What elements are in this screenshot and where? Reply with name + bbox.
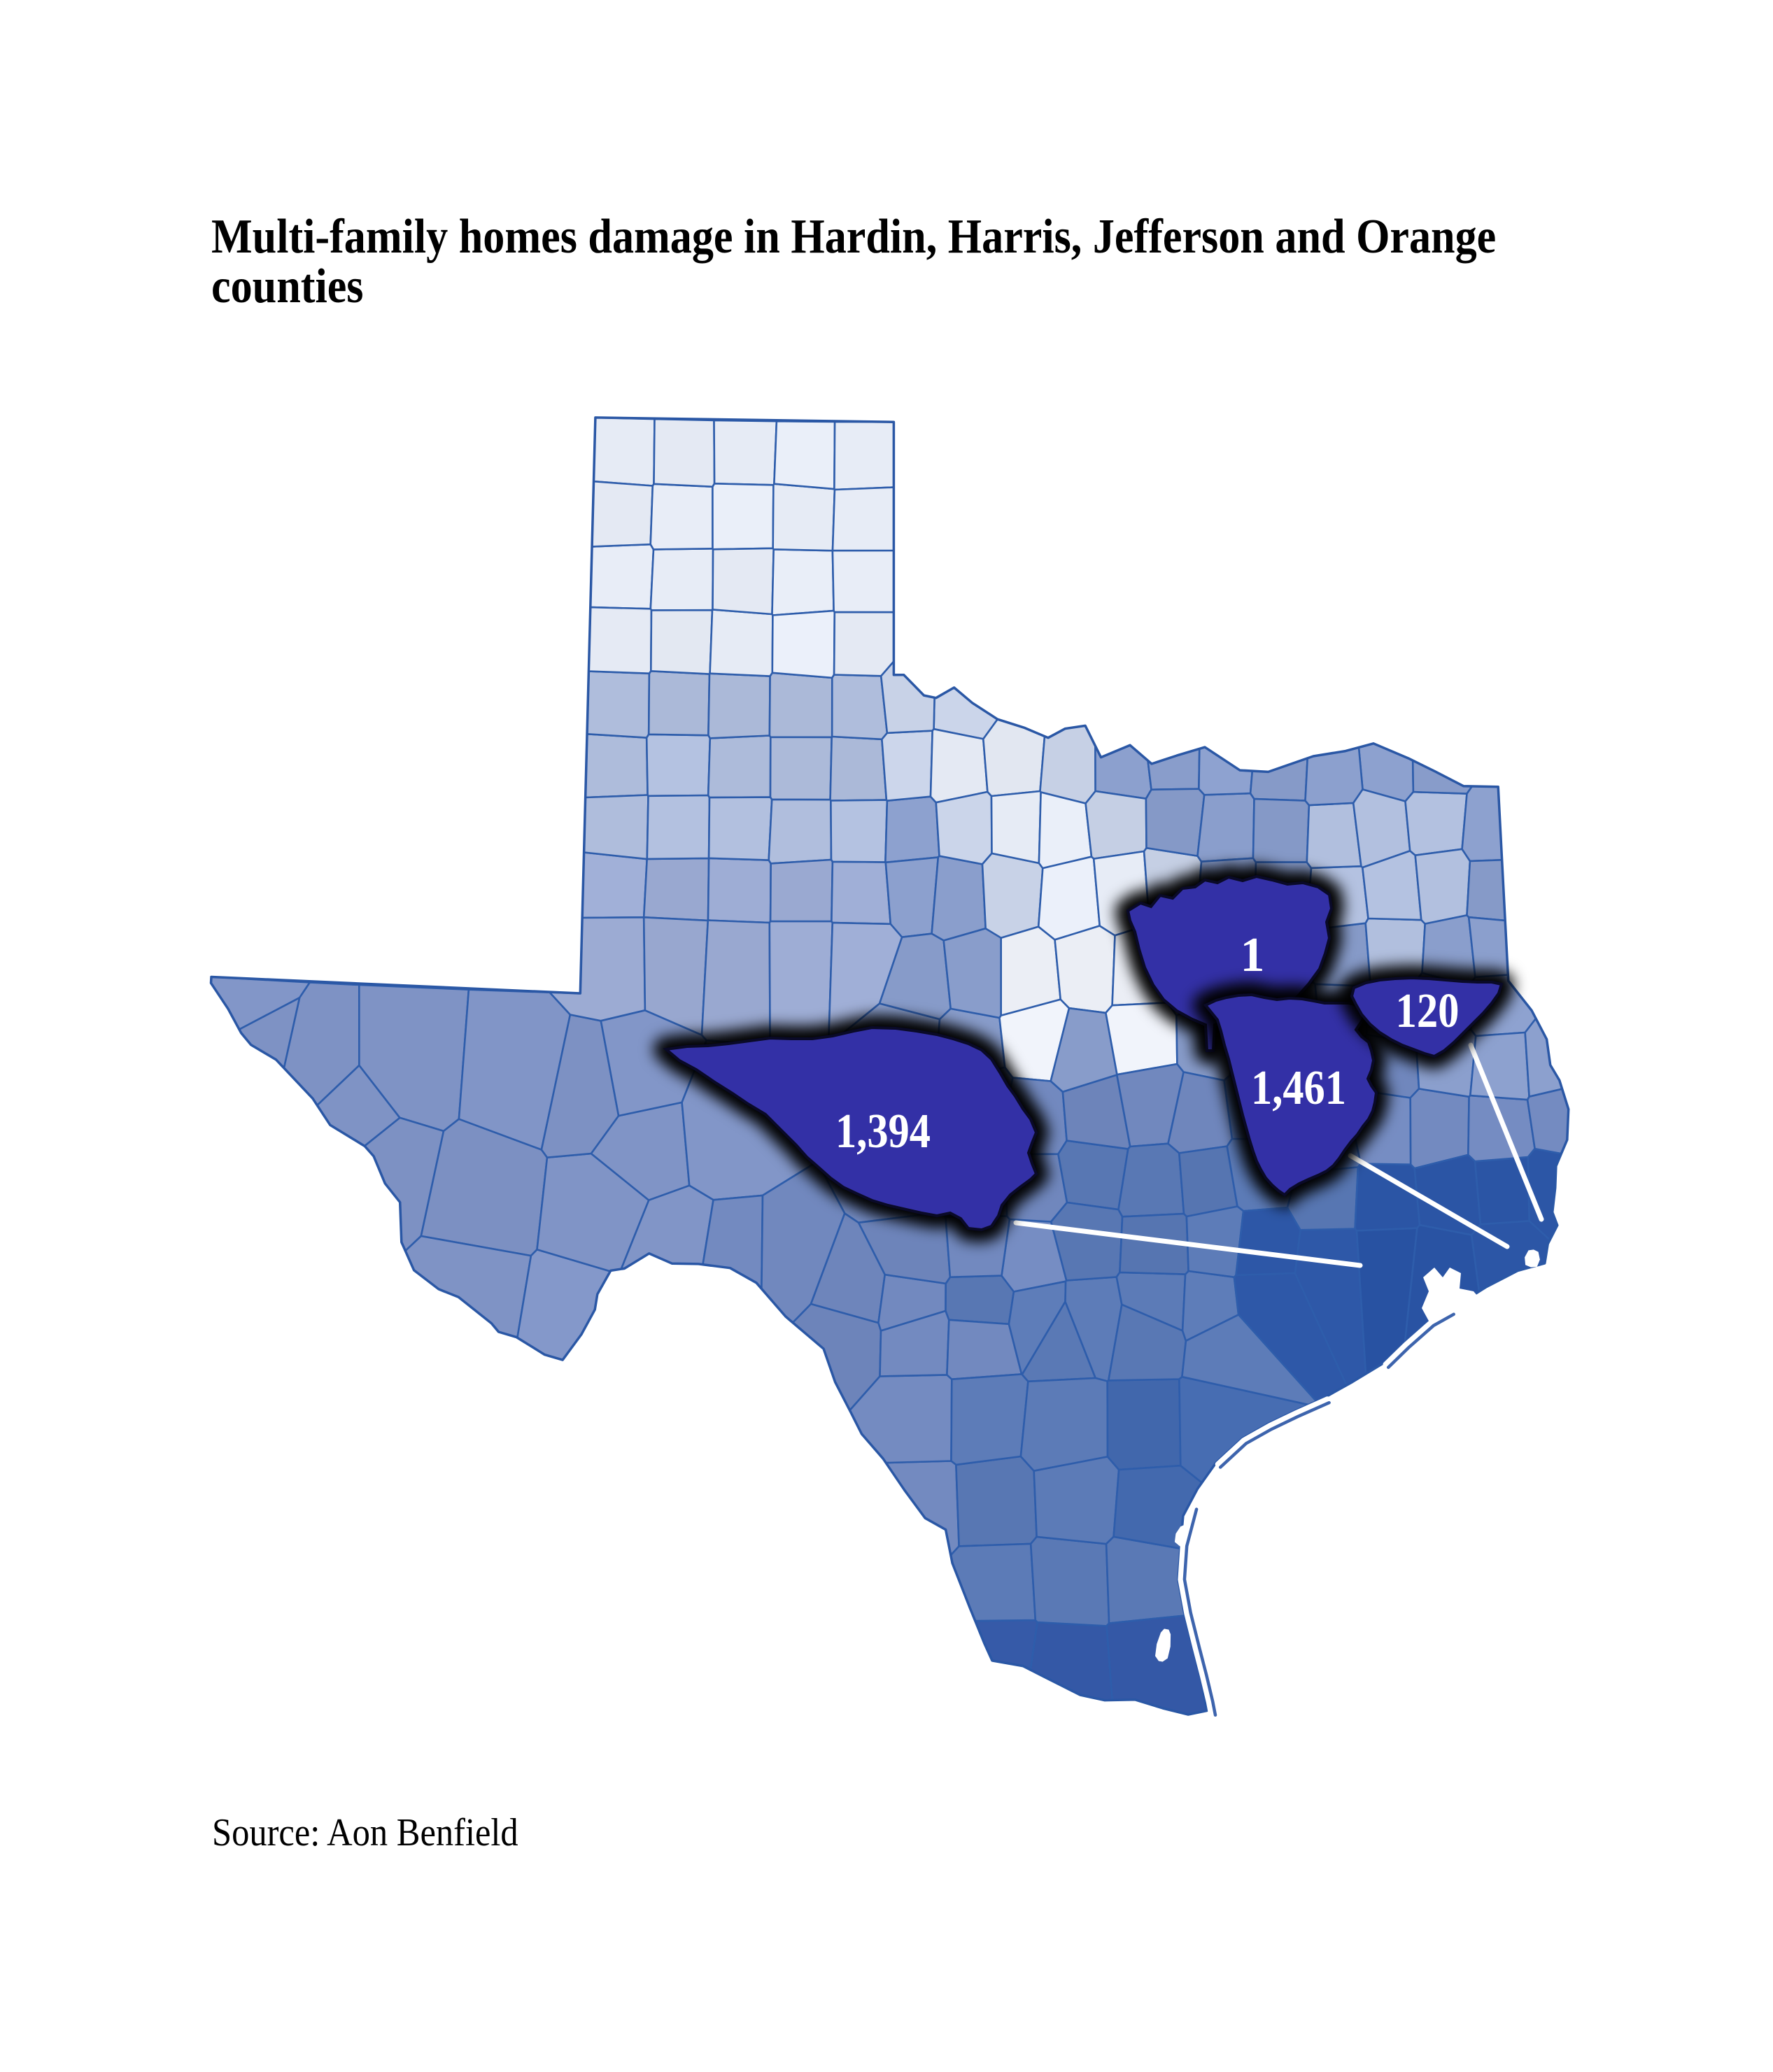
svg-text:120: 120 bbox=[1396, 984, 1460, 1038]
svg-text:1: 1 bbox=[1241, 928, 1265, 982]
svg-text:1,461: 1,461 bbox=[1251, 1061, 1346, 1115]
svg-text:1,394: 1,394 bbox=[835, 1105, 931, 1158]
